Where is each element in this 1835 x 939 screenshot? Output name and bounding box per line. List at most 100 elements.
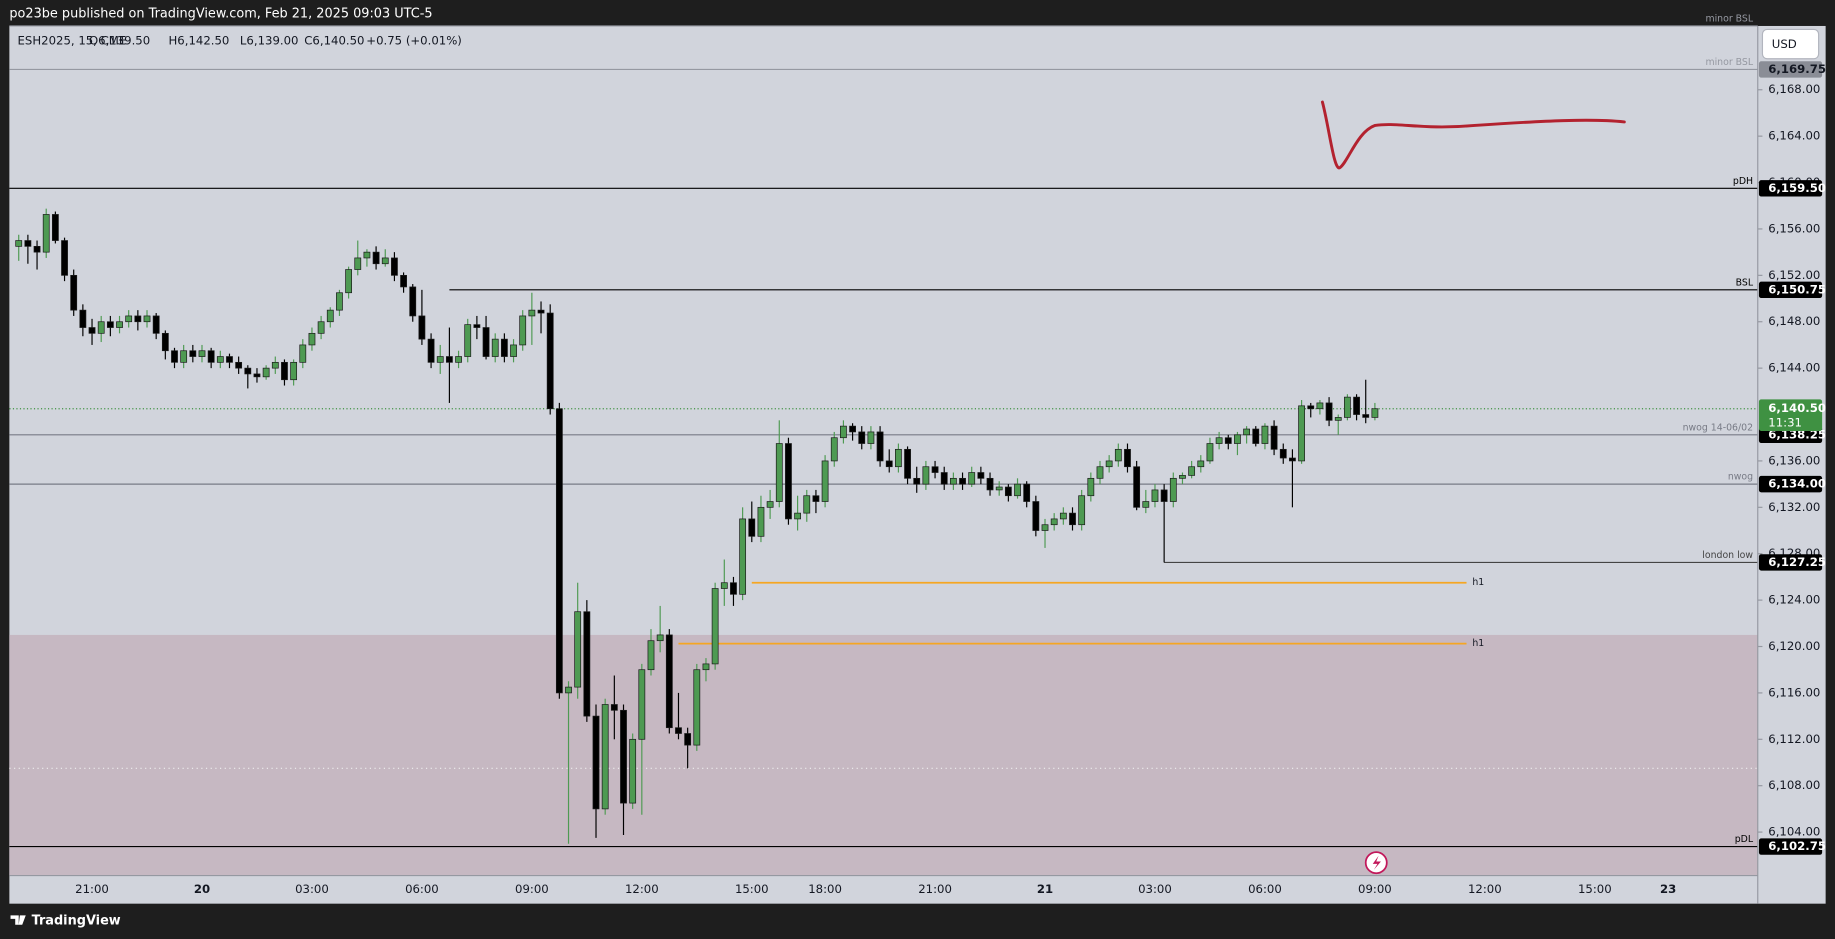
level-label: minor BSL — [1705, 13, 1753, 24]
x-tick-label: 03:00 — [1138, 882, 1172, 896]
candle-body — [977, 472, 985, 479]
candle-body — [904, 448, 911, 479]
candle-body — [702, 663, 710, 671]
candle-body — [620, 709, 627, 804]
candle-body — [1279, 448, 1287, 459]
candle-body — [244, 367, 252, 375]
candle-body — [693, 669, 701, 746]
candle-body — [775, 443, 783, 502]
candle-body — [1114, 448, 1122, 462]
candle-body — [537, 309, 545, 314]
level-price-box — [1758, 281, 1823, 299]
candle-body — [574, 611, 582, 688]
legend-low: L6,139.00 — [240, 34, 299, 48]
candle-body — [1014, 483, 1021, 497]
candle-body — [739, 518, 747, 595]
candle-body — [858, 431, 866, 444]
currency-button[interactable] — [1761, 28, 1820, 60]
candle-body — [372, 251, 380, 265]
candle-body — [216, 356, 224, 363]
candle-body — [995, 486, 1003, 491]
candle-body — [766, 501, 774, 508]
publish-info: po23be published on TradingView.com, Feb… — [9, 7, 432, 22]
zone — [9, 634, 1758, 876]
x-tick-label: 03:00 — [295, 882, 329, 896]
candle-body — [1069, 512, 1076, 526]
candle-body — [198, 350, 206, 357]
y-tick-label: 6,108.00 — [1768, 778, 1820, 792]
candle-body — [895, 448, 902, 468]
candle-body — [152, 315, 160, 334]
x-tick-label: 21:00 — [918, 882, 952, 896]
candle-body — [1252, 428, 1260, 444]
candle-body — [940, 472, 948, 485]
y-tick-label: 6,132.00 — [1768, 500, 1820, 514]
candle-body — [876, 431, 884, 462]
candle-body — [1243, 428, 1251, 436]
candle-body — [455, 356, 462, 363]
candle-body — [125, 315, 133, 323]
candle-body — [473, 324, 481, 328]
candle-body — [931, 466, 939, 473]
candle-body — [528, 309, 536, 317]
candle-body — [794, 512, 801, 520]
candle-body — [134, 315, 142, 323]
candle-body — [720, 582, 728, 589]
candle-body — [336, 292, 343, 311]
candle-body — [79, 309, 87, 328]
candle-body — [1124, 448, 1131, 468]
level-price-box — [1758, 554, 1823, 571]
legend-high: H6,142.50 — [169, 34, 230, 48]
x-tick-label: 06:00 — [405, 882, 439, 896]
y-tick-label: 6,120.00 — [1768, 639, 1820, 653]
candle-body — [821, 460, 829, 502]
countdown-label: 11:31 — [1768, 415, 1802, 429]
candle-body — [711, 588, 719, 665]
level-label: BSL — [1736, 277, 1754, 288]
y-tick-label: 6,136.00 — [1768, 453, 1820, 467]
x-tick-label: 21:00 — [75, 882, 109, 896]
candle-body — [592, 715, 600, 810]
y-tick-label: 6,144.00 — [1768, 361, 1820, 375]
level-label: nwog 14-06/02 — [1683, 422, 1754, 433]
candle-body — [299, 344, 307, 363]
level-label: nwog — [1728, 472, 1753, 483]
candle-body — [1325, 402, 1333, 421]
y-tick-label: 6,156.00 — [1768, 221, 1820, 235]
x-tick-label: 12:00 — [1468, 882, 1502, 896]
candle-body — [583, 611, 591, 717]
candle-body — [1197, 460, 1205, 468]
x-tick-label: 20 — [194, 882, 210, 896]
candle-body — [391, 257, 398, 276]
candle-body — [840, 425, 847, 439]
x-tick-label: 15:00 — [1578, 882, 1612, 896]
candle-body — [555, 408, 563, 694]
candle-body — [464, 324, 472, 357]
candle-body — [1133, 466, 1141, 508]
candle-body — [1371, 408, 1379, 418]
candle-body — [675, 727, 682, 734]
candle-body — [290, 361, 298, 381]
y-tick-label: 6,148.00 — [1768, 314, 1820, 328]
candle-body — [812, 495, 820, 502]
candle-body — [885, 460, 893, 468]
candle-body — [1362, 414, 1370, 418]
candle-body — [1041, 524, 1049, 531]
x-tick-label: 21 — [1037, 882, 1053, 896]
candle-body — [949, 477, 957, 485]
candle-body — [656, 634, 664, 642]
level-label: minor BSL — [1705, 57, 1753, 68]
candle-body — [281, 361, 288, 381]
candle-body — [180, 350, 188, 363]
candle-body — [33, 245, 41, 253]
candle-body — [1105, 460, 1113, 468]
candle-body — [189, 350, 197, 357]
candle-body — [106, 321, 114, 328]
candle-body — [1334, 417, 1342, 421]
candle-body — [171, 350, 178, 363]
candle-body — [913, 477, 921, 485]
freehand-drawing — [1320, 100, 1626, 170]
candle-body — [684, 733, 692, 746]
candle-body — [1050, 518, 1058, 526]
x-tick-label: 09:00 — [1358, 882, 1392, 896]
